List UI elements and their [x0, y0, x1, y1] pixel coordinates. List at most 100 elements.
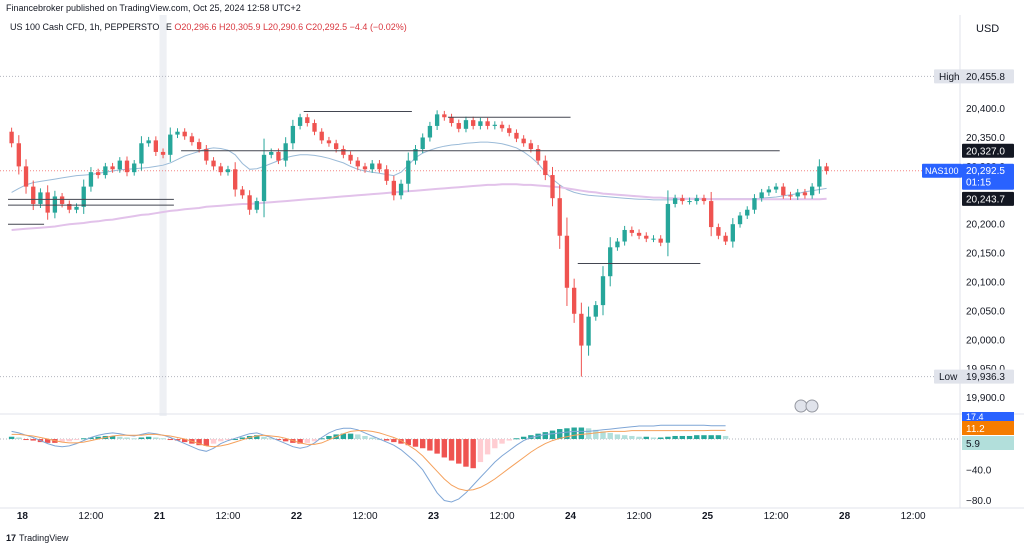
- macd-histogram-bar: [261, 436, 267, 440]
- candle: [658, 238, 663, 243]
- candle: [420, 137, 425, 150]
- price-axis-label: 20,350.0: [966, 133, 1005, 144]
- macd-histogram-bar: [419, 439, 426, 449]
- macd-histogram-bar: [643, 436, 649, 440]
- candle: [319, 131, 324, 141]
- macd-histogram-bar: [254, 435, 260, 440]
- macd-histogram-bar: [30, 439, 36, 441]
- currency-label[interactable]: USD: [976, 23, 1000, 35]
- candle: [550, 175, 555, 199]
- tradingview-logo[interactable]: 17 TradingView: [6, 533, 69, 543]
- ohlc-change: −4.4 (−0.02%): [349, 22, 407, 32]
- candle: [586, 316, 591, 346]
- macd-histogram-bar: [593, 429, 599, 440]
- macd-histogram-bar: [109, 435, 116, 440]
- macd-histogram-bar: [484, 439, 491, 455]
- macd-histogram-bar: [319, 438, 325, 440]
- ma-price-badge-text: 20,243.7: [966, 194, 1005, 205]
- macd-histogram-bar: [391, 439, 397, 443]
- macd-histogram-bar: [167, 439, 173, 441]
- macd-histogram-bar: [456, 439, 462, 464]
- macd-histogram-bar: [362, 435, 368, 440]
- macd-histogram-bar: [686, 435, 693, 440]
- macd-histogram-bar: [297, 439, 303, 444]
- macd-histogram-bar: [225, 439, 231, 441]
- price-axis-label: 20,100.0: [966, 277, 1005, 288]
- candle: [139, 143, 144, 164]
- candle: [240, 189, 245, 196]
- macd-histogram-bar: [138, 437, 145, 440]
- candle: [759, 192, 764, 199]
- macd-histogram-bar: [520, 436, 527, 440]
- macd-histogram-bar: [218, 439, 224, 442]
- macd-histogram-bar: [160, 438, 166, 440]
- candle: [297, 117, 303, 126]
- macd-histogram-bar: [477, 439, 484, 463]
- macd-histogram-bar: [304, 439, 311, 443]
- candle: [752, 198, 757, 210]
- macd-histogram-bar: [571, 427, 577, 440]
- macd-histogram-bar: [95, 436, 101, 440]
- signal-line: [11, 429, 726, 492]
- candle: [269, 151, 274, 155]
- candle: [716, 227, 721, 236]
- macd-histogram-bar: [434, 439, 440, 454]
- macd-histogram-bar: [557, 429, 563, 440]
- candle: [189, 136, 195, 143]
- low-price-tag: [934, 369, 964, 384]
- macd-histogram-bar: [506, 439, 512, 441]
- candle: [31, 186, 36, 204]
- macd-histogram-bar: [340, 433, 347, 440]
- macd-histogram-bar: [81, 438, 87, 440]
- macd-histogram-bar: [578, 427, 585, 440]
- macd-histogram-bar: [629, 435, 635, 440]
- macd-histogram-bar: [203, 439, 210, 446]
- time-axis-label: 21: [154, 511, 166, 522]
- macd-histogram-bar: [181, 439, 188, 443]
- macd-histogram-bar: [715, 435, 722, 440]
- countdown-text: 01:15: [966, 178, 991, 189]
- macd-top-badge: [962, 412, 1014, 421]
- candle: [95, 172, 101, 176]
- candle: [305, 117, 310, 124]
- candle: [81, 186, 86, 207]
- macd-histogram-bar: [73, 439, 80, 441]
- macd-histogram-bar: [614, 434, 621, 440]
- macd-histogram-bar: [679, 435, 686, 440]
- time-axis-label: 12:00: [490, 511, 515, 522]
- macd-histogram-bar: [355, 434, 361, 440]
- candle: [492, 124, 497, 126]
- low-price-tag-text: Low: [939, 372, 958, 383]
- signal-value-text: 11.2: [966, 424, 985, 435]
- candle: [247, 195, 252, 210]
- candle: [608, 247, 613, 277]
- tradingview-logo-icon: 17: [6, 533, 17, 543]
- candle: [745, 209, 750, 216]
- hist-value-text: 5.9: [966, 439, 980, 450]
- candle: [45, 192, 50, 213]
- candle: [398, 183, 404, 196]
- flag-event-icon[interactable]: [805, 399, 819, 413]
- candle: [16, 143, 21, 167]
- macd-histogram-bar: [492, 439, 498, 449]
- candle: [802, 192, 808, 196]
- publisher-caption: Financebroker published on TradingView.c…: [6, 3, 301, 13]
- candle: [809, 186, 815, 196]
- candle: [204, 149, 209, 161]
- macd-top-badge-text: 17.4: [966, 412, 984, 422]
- macd-histogram-bar: [398, 439, 404, 444]
- symbol-name[interactable]: US 100 Cash CFD, 1h, PEPPERSTONE: [10, 22, 172, 32]
- candle: [463, 120, 469, 129]
- time-axis-label: 12:00: [78, 511, 103, 522]
- earnings-event-icon[interactable]: [794, 399, 808, 413]
- time-axis-label: 23: [428, 511, 440, 522]
- candle: [290, 125, 296, 144]
- candle: [723, 235, 728, 242]
- high-price-badge-text: 20,455.8: [966, 72, 1005, 83]
- time-axis-label: 12:00: [352, 511, 377, 522]
- candle: [694, 198, 699, 202]
- candle: [781, 186, 786, 196]
- macd-histogram-bar: [59, 439, 65, 443]
- macd-histogram-bar: [701, 435, 707, 440]
